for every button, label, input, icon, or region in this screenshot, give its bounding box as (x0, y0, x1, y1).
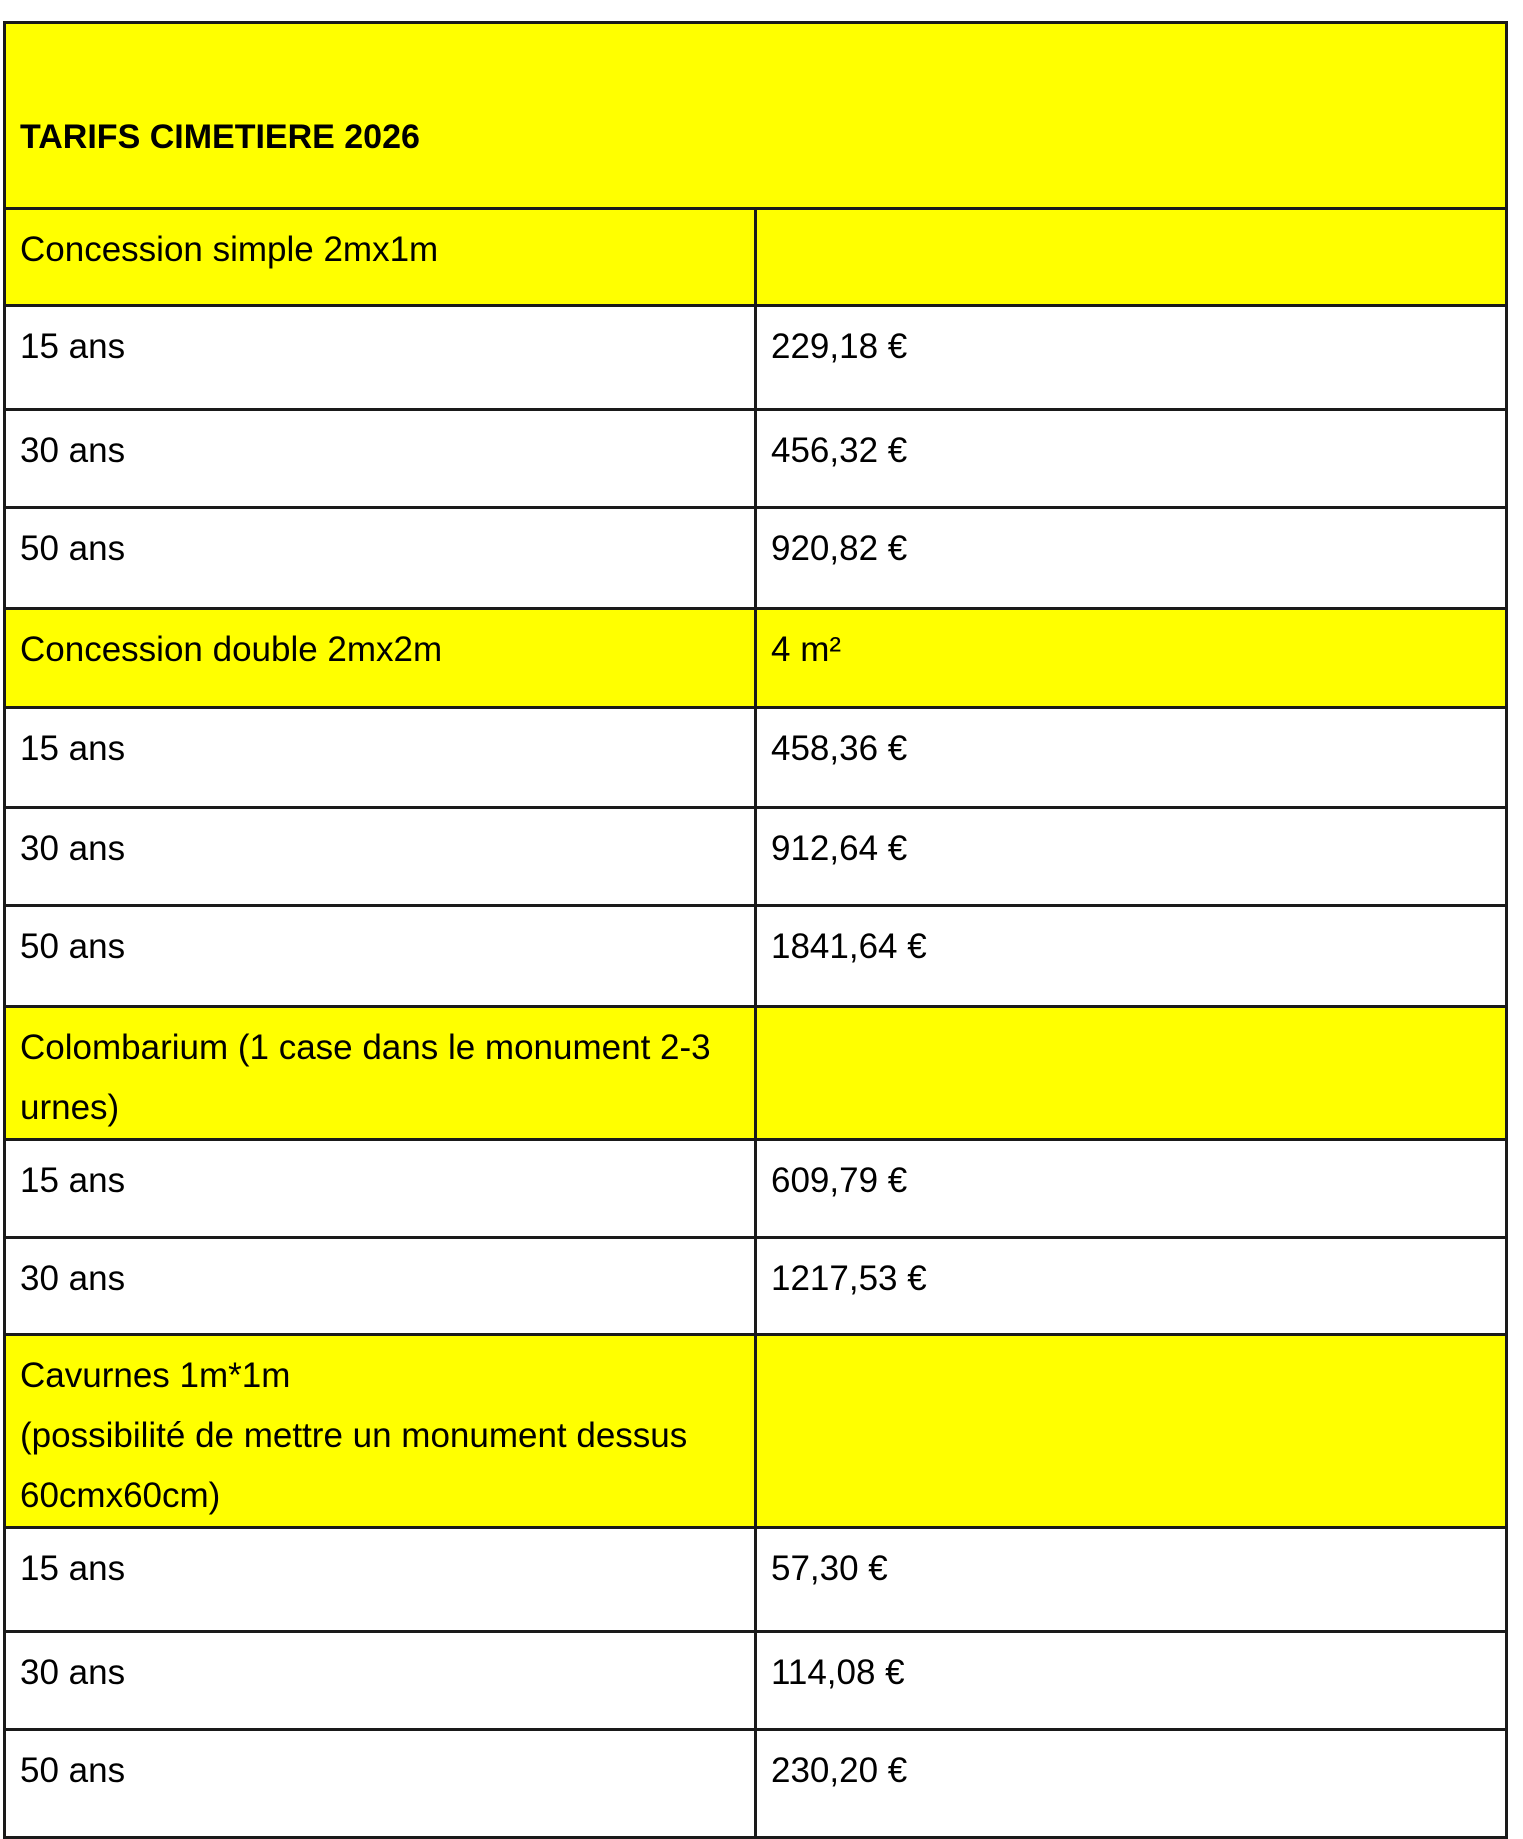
price: 609,79 € (754, 1138, 1508, 1239)
table-row: 50 ans 230,20 € (3, 1728, 1508, 1839)
section-header: Cavurnes 1m*1m (possibilité de mettre un… (3, 1333, 1508, 1529)
section-extra (754, 1005, 1508, 1141)
section-header: Concession double 2mx2m 4 m² (3, 607, 1508, 709)
duration: 30 ans (3, 806, 757, 907)
section-label: Concession simple 2mx1m (3, 207, 757, 307)
section-label: Concession double 2mx2m (3, 607, 757, 709)
price: 1841,64 € (754, 904, 1508, 1008)
duration: 50 ans (3, 1728, 757, 1839)
title-row: TARIFS CIMETIERE 2026 (3, 21, 1508, 210)
price: 456,32 € (754, 408, 1508, 509)
section-extra (754, 1333, 1508, 1529)
section-extra: 4 m² (754, 607, 1508, 709)
price: 912,64 € (754, 806, 1508, 907)
price: 57,30 € (754, 1526, 1508, 1633)
table-title: TARIFS CIMETIERE 2026 (3, 21, 1508, 210)
duration: 30 ans (3, 1236, 757, 1336)
duration: 30 ans (3, 1630, 757, 1731)
table-row: 50 ans 1841,64 € (3, 904, 1508, 1008)
duration: 15 ans (3, 304, 757, 411)
price: 114,08 € (754, 1630, 1508, 1731)
section-label: Cavurnes 1m*1m (possibilité de mettre un… (3, 1333, 757, 1529)
duration: 50 ans (3, 904, 757, 1008)
section-label: Colombarium (1 case dans le monument 2-3… (3, 1005, 757, 1141)
table-row: 30 ans 456,32 € (3, 408, 1508, 509)
price: 458,36 € (754, 706, 1508, 809)
duration: 15 ans (3, 1526, 757, 1633)
table-row: 30 ans 1217,53 € (3, 1236, 1508, 1336)
section-header: Colombarium (1 case dans le monument 2-3… (3, 1005, 1508, 1141)
table-row: 30 ans 912,64 € (3, 806, 1508, 907)
table-row: 15 ans 458,36 € (3, 706, 1508, 809)
table-row: 30 ans 114,08 € (3, 1630, 1508, 1731)
tariffs-table: TARIFS CIMETIERE 2026 Concession simple … (3, 21, 1508, 1839)
price: 229,18 € (754, 304, 1508, 411)
table-row: 15 ans 609,79 € (3, 1138, 1508, 1239)
price: 1217,53 € (754, 1236, 1508, 1336)
duration: 15 ans (3, 706, 757, 809)
table-row: 15 ans 229,18 € (3, 304, 1508, 411)
section-header: Concession simple 2mx1m (3, 207, 1508, 307)
duration: 50 ans (3, 506, 757, 610)
section-extra (754, 207, 1508, 307)
price: 920,82 € (754, 506, 1508, 610)
duration: 30 ans (3, 408, 757, 509)
table-row: 15 ans 57,30 € (3, 1526, 1508, 1633)
price: 230,20 € (754, 1728, 1508, 1839)
table-row: 50 ans 920,82 € (3, 506, 1508, 610)
duration: 15 ans (3, 1138, 757, 1239)
